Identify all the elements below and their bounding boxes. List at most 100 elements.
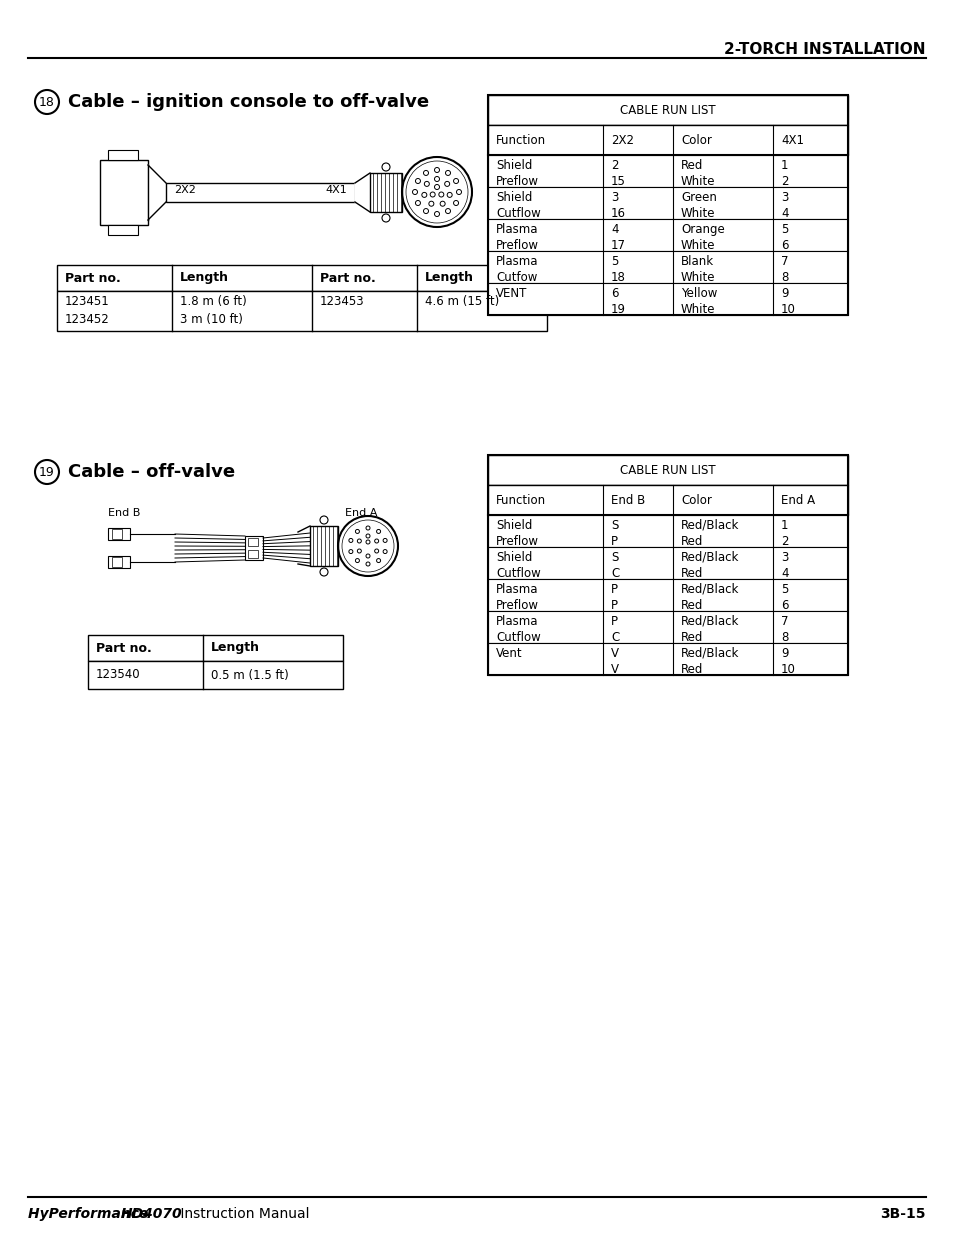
Text: White: White (680, 270, 715, 284)
Text: 8: 8 (781, 270, 787, 284)
Text: White: White (680, 303, 715, 316)
Text: 1: 1 (781, 159, 788, 172)
Polygon shape (148, 165, 166, 220)
Text: Red: Red (680, 159, 702, 172)
Text: 18: 18 (610, 270, 625, 284)
Bar (370, 173, 401, 212)
Text: Preflow: Preflow (496, 599, 538, 613)
Text: 4X1: 4X1 (781, 133, 803, 147)
Bar (488, 611, 847, 643)
Bar (108, 529, 130, 540)
Text: 2: 2 (781, 175, 788, 188)
Bar (488, 156, 847, 186)
Text: 2X2: 2X2 (173, 185, 195, 195)
Bar (112, 529, 122, 538)
Text: Vent: Vent (496, 647, 522, 659)
Text: Cutflow: Cutflow (496, 207, 540, 220)
Text: Orange: Orange (680, 224, 724, 236)
Text: 9: 9 (781, 647, 788, 659)
Text: Shield: Shield (496, 159, 532, 172)
Text: 2: 2 (610, 159, 618, 172)
Text: Plasma: Plasma (496, 254, 537, 268)
Text: Part no.: Part no. (319, 272, 375, 284)
Text: 6: 6 (610, 287, 618, 300)
Text: Shield: Shield (496, 551, 532, 564)
Text: S: S (610, 551, 618, 564)
Text: 2X2: 2X2 (610, 133, 634, 147)
Text: CABLE RUN LIST: CABLE RUN LIST (619, 463, 715, 477)
Text: Red: Red (680, 631, 702, 643)
Text: End A: End A (781, 494, 814, 506)
Text: Cutfow: Cutfow (496, 270, 537, 284)
Text: Red/Black: Red/Black (680, 551, 739, 564)
Text: 123540: 123540 (96, 668, 140, 682)
Bar (488, 515, 847, 547)
Text: Red/Black: Red/Black (680, 647, 739, 659)
Text: 16: 16 (610, 207, 625, 220)
Text: 10: 10 (781, 303, 795, 316)
Text: Red/Black: Red/Black (680, 583, 739, 597)
Bar (488, 219, 847, 251)
Text: 5: 5 (610, 254, 618, 268)
Text: Length: Length (180, 272, 229, 284)
Text: 17: 17 (610, 240, 625, 252)
Text: 2-TORCH INSTALLATION: 2-TORCH INSTALLATION (723, 42, 925, 57)
Text: Cable – ignition console to off-valve: Cable – ignition console to off-valve (68, 93, 429, 111)
Text: 1: 1 (781, 519, 788, 532)
Polygon shape (297, 526, 310, 566)
Text: 3B-15: 3B-15 (880, 1207, 925, 1221)
Text: 10: 10 (781, 663, 795, 676)
Text: Function: Function (496, 133, 545, 147)
Bar (108, 149, 138, 161)
Bar (488, 485, 847, 515)
Text: End A: End A (345, 508, 377, 517)
Bar (488, 547, 847, 579)
Text: P: P (610, 599, 618, 613)
Text: Blank: Blank (680, 254, 714, 268)
Bar (488, 283, 847, 315)
Text: 123452: 123452 (65, 312, 110, 326)
Text: Cable – off-valve: Cable – off-valve (68, 463, 234, 480)
Text: Part no.: Part no. (96, 641, 152, 655)
Text: Preflow: Preflow (496, 240, 538, 252)
Text: 3 m (10 ft): 3 m (10 ft) (180, 312, 243, 326)
Text: HyPerformance: HyPerformance (28, 1207, 153, 1221)
Text: P: P (610, 583, 618, 597)
Bar (488, 454, 847, 676)
Text: 7: 7 (781, 254, 788, 268)
Text: S: S (610, 519, 618, 532)
Text: V: V (610, 647, 618, 659)
Text: 18: 18 (39, 95, 55, 109)
Text: 0.5 m (1.5 ft): 0.5 m (1.5 ft) (211, 668, 289, 682)
Text: 7: 7 (781, 615, 788, 629)
Text: Shield: Shield (496, 191, 532, 204)
Text: Green: Green (680, 191, 716, 204)
Text: Length: Length (424, 272, 474, 284)
Text: Plasma: Plasma (496, 224, 537, 236)
Text: 5: 5 (781, 224, 787, 236)
Polygon shape (355, 173, 370, 212)
Bar (488, 251, 847, 283)
Bar (488, 95, 847, 125)
Bar (166, 183, 355, 203)
Text: 3: 3 (781, 551, 787, 564)
Text: Part no.: Part no. (65, 272, 121, 284)
Text: 4: 4 (781, 567, 788, 580)
Text: 15: 15 (610, 175, 625, 188)
Bar (112, 557, 122, 567)
Bar (57, 291, 546, 331)
Text: HD4070: HD4070 (121, 1207, 182, 1221)
Bar (245, 536, 263, 559)
Bar (108, 225, 138, 235)
Text: Shield: Shield (496, 519, 532, 532)
Text: White: White (680, 175, 715, 188)
Text: Instruction Manual: Instruction Manual (175, 1207, 309, 1221)
Text: Color: Color (680, 133, 711, 147)
Text: Plasma: Plasma (496, 615, 537, 629)
Bar (488, 643, 847, 676)
Text: P: P (610, 535, 618, 548)
Text: Color: Color (680, 494, 711, 506)
Text: White: White (680, 240, 715, 252)
Text: 2: 2 (781, 535, 788, 548)
Text: 3: 3 (781, 191, 787, 204)
